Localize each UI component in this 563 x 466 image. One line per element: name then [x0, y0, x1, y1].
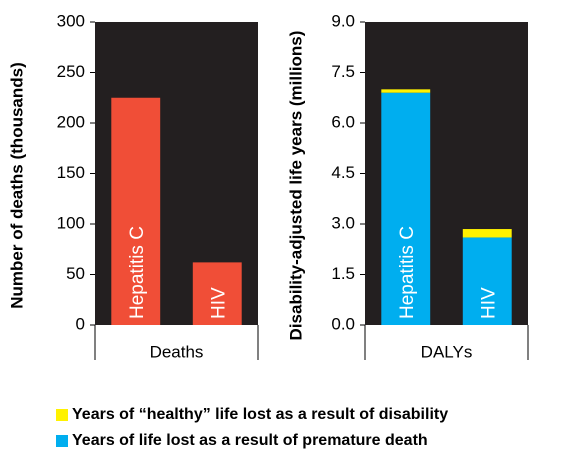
bar-segment [462, 229, 512, 238]
y-tick-label: 250 [57, 62, 85, 81]
y-axis-title: Disability-adjusted life years (millions… [286, 31, 305, 341]
legend-swatch [56, 409, 68, 421]
y-tick-label: 3.0 [331, 213, 355, 232]
legend-label: Years of life lost as a result of premat… [72, 432, 428, 449]
y-tick-label: 100 [57, 213, 85, 232]
bar-segment [381, 92, 431, 325]
y-tick-label: 6.0 [331, 112, 355, 131]
legend-label: Years of “healthy” life lost as a result… [72, 406, 448, 423]
y-tick-label: 4.5 [331, 163, 355, 182]
bar [111, 97, 161, 325]
bar-label: HIV [478, 287, 499, 319]
x-axis-label: DALYs [421, 342, 473, 361]
x-axis-label: Deaths [150, 342, 204, 361]
y-tick-label: 200 [57, 112, 85, 131]
y-tick-label: 50 [66, 264, 85, 283]
y-tick-label: 0 [76, 314, 85, 333]
bar-segment [381, 89, 431, 93]
bar-label: Hepatitis C [127, 226, 148, 319]
y-tick-label: 9.0 [331, 11, 355, 30]
bar-segment [462, 237, 512, 325]
y-tick-label: 0.0 [331, 314, 355, 333]
y-tick-label: 1.5 [331, 264, 355, 283]
y-tick-label: 150 [57, 163, 85, 182]
y-tick-label: 7.5 [331, 62, 355, 81]
bar [192, 262, 242, 325]
legend-swatch [56, 435, 68, 447]
y-tick-label: 300 [57, 11, 85, 30]
y-axis-title: Number of deaths (thousands) [7, 62, 26, 309]
bar-label: Hepatitis C [397, 226, 418, 319]
bar-label: HIV [208, 287, 229, 319]
